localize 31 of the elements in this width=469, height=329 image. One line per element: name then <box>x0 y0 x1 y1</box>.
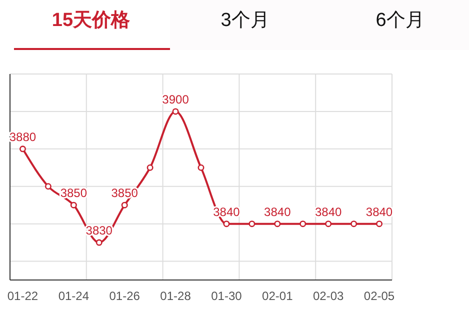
x-tick-label: 01-26 <box>109 289 140 303</box>
x-tick-label: 02-03 <box>312 289 344 303</box>
point <box>172 108 179 115</box>
point <box>146 164 154 171</box>
data-label: 3850 <box>60 186 88 200</box>
point <box>96 239 102 246</box>
point <box>70 202 77 208</box>
data-label: 3840 <box>314 204 342 219</box>
data-label: 3840 <box>264 204 292 219</box>
point <box>198 164 204 171</box>
x-tick-label: 01-28 <box>160 289 192 303</box>
x-tick-label: 01-24 <box>58 289 90 303</box>
x-tick-label: 02-01 <box>262 289 294 303</box>
point <box>376 220 383 228</box>
point <box>325 220 332 228</box>
point <box>121 202 128 208</box>
point <box>274 220 281 228</box>
point <box>19 146 26 152</box>
chart-title: 15天价格 <box>52 10 132 31</box>
data-label: 3840 <box>366 204 393 219</box>
point <box>223 220 230 228</box>
point <box>350 220 358 228</box>
point <box>44 183 52 190</box>
text: 6个月 <box>376 10 424 31</box>
point <box>300 220 306 228</box>
x-tick-label: 01-30 <box>211 289 242 303</box>
x-tick-label: 02-05 <box>364 289 395 303</box>
x-tick-label: 01-22 <box>7 289 38 303</box>
data-label: 3900 <box>162 92 190 106</box>
point <box>248 220 256 228</box>
text: 3个月 <box>220 10 270 31</box>
